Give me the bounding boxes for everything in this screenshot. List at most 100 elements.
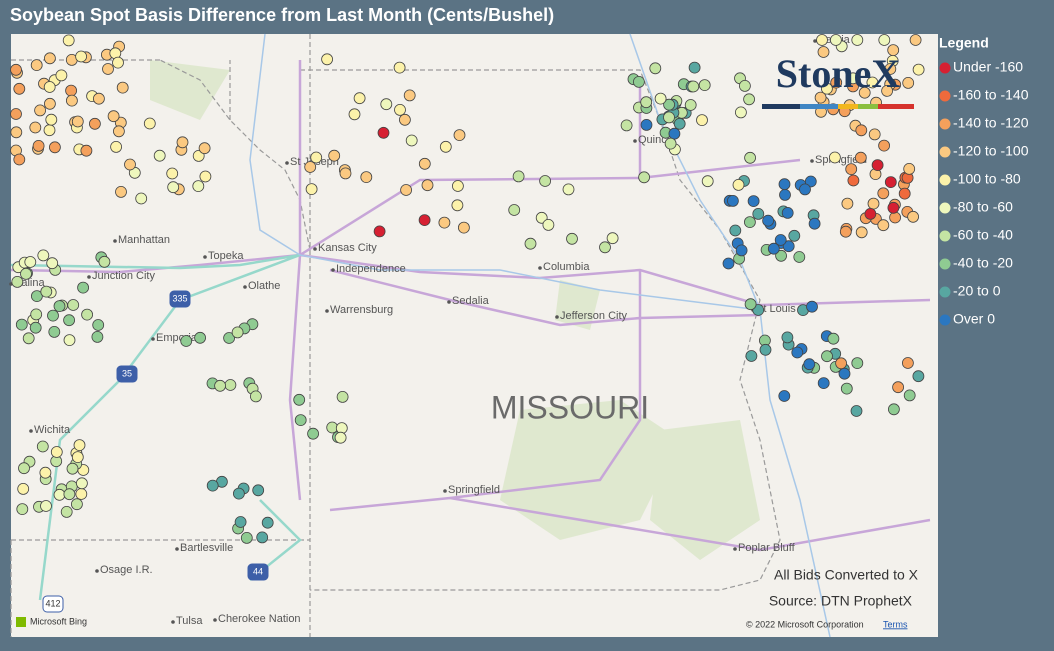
city-label: Jefferson City [560, 310, 628, 322]
city-dot [175, 547, 179, 551]
location-dot [508, 204, 521, 216]
terms-link[interactable]: Terms [883, 619, 908, 629]
location-dot [45, 113, 58, 126]
city-dot [633, 139, 637, 143]
location-dot [835, 357, 847, 370]
location-dot [912, 370, 925, 383]
location-dot [321, 53, 334, 66]
location-dot [858, 86, 871, 99]
location-dot [744, 298, 757, 311]
location-dot [868, 128, 881, 141]
legend-label: -80 to -60 [953, 199, 1013, 215]
location-dot [304, 161, 317, 173]
location-dot [512, 170, 525, 183]
location-dot [562, 183, 575, 196]
location-dot [224, 379, 237, 391]
note: All Bids Converted to X [774, 567, 919, 583]
bing: Microsoft Bing [30, 616, 87, 626]
location-dot [418, 214, 431, 227]
location-dot [752, 207, 765, 220]
location-dot [839, 225, 852, 238]
city-dot [95, 569, 99, 573]
location-dot [400, 184, 413, 196]
location-dot [336, 390, 349, 403]
location-dot [759, 343, 772, 356]
location-dot [439, 140, 452, 153]
location-dot [438, 216, 451, 229]
location-dot [817, 377, 830, 390]
legend: Legend Under -160 -160 to -140 -140 to -12… [939, 35, 1029, 327]
location-dot [167, 181, 180, 194]
location-dot [817, 46, 830, 58]
location-dot [46, 257, 59, 270]
location-dot [855, 124, 868, 137]
location-dot [36, 440, 49, 453]
location-dot [668, 127, 681, 140]
location-dot [29, 321, 42, 334]
city-dot [285, 161, 289, 165]
logo-text: StoneX [776, 51, 901, 96]
location-dot [767, 242, 780, 255]
location-dot [841, 197, 854, 210]
location-dot [394, 104, 406, 116]
location-dot [539, 175, 551, 187]
location-dot [850, 405, 863, 417]
location-dot [673, 117, 686, 130]
location-dot [77, 281, 89, 294]
location-dot [328, 149, 341, 162]
road [10, 60, 931, 552]
location-dot [606, 232, 619, 245]
location-dot [814, 91, 827, 104]
note: Source: DTN ProphetX [769, 593, 913, 609]
location-dot [166, 167, 179, 180]
location-dot [599, 241, 611, 254]
legend-swatch [939, 258, 951, 270]
location-dot [451, 180, 464, 192]
location-dot [393, 61, 406, 74]
location-dot [405, 134, 418, 147]
location-dot [451, 199, 464, 212]
location-dot [887, 201, 900, 214]
location-dot [775, 249, 787, 262]
location-dot [206, 479, 219, 492]
location-dot [261, 516, 274, 529]
legend-label: -160 to -140 [953, 87, 1029, 103]
location-dot [847, 174, 860, 187]
location-dot [43, 81, 56, 93]
location-dot [827, 332, 840, 345]
city-label: Springfield [448, 484, 500, 496]
location-dot [44, 97, 56, 110]
location-dot [50, 446, 63, 458]
city-dot [243, 285, 247, 289]
location-dot [778, 390, 791, 402]
legend-swatch [939, 118, 951, 130]
location-dot [176, 136, 189, 149]
location-dot [53, 300, 66, 313]
location-dot [63, 314, 75, 327]
location-dot [334, 431, 347, 444]
location-dot [847, 72, 859, 85]
location-dot [30, 59, 43, 71]
legend-swatch [939, 230, 951, 242]
location-dot [830, 76, 843, 89]
location-dot [727, 194, 739, 207]
location-dot [654, 92, 667, 105]
location-dot [40, 500, 52, 512]
location-dot [663, 98, 675, 111]
location-dot [745, 350, 758, 362]
city-label: Warrensburg [330, 304, 393, 316]
location-dot [143, 117, 156, 130]
shield-label: 44 [253, 566, 263, 576]
location-dot [75, 488, 88, 500]
location-dot [62, 34, 75, 47]
city-label: Poplar Bluff [738, 542, 796, 554]
location-dot [124, 158, 136, 171]
city-dot [113, 239, 117, 243]
location-dot [29, 121, 42, 134]
shield [247, 563, 269, 581]
location-dot [403, 89, 416, 102]
location-dot [249, 390, 262, 403]
location-dot [877, 187, 890, 200]
location-dot [696, 114, 708, 126]
location-dot [192, 180, 205, 193]
